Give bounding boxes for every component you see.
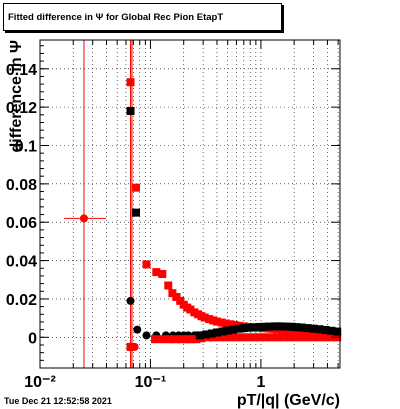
data-point-square <box>226 333 235 342</box>
data-point-square <box>276 322 285 331</box>
y-tick-label: 0 <box>28 330 37 347</box>
data-point-square <box>321 326 330 335</box>
data-point-square <box>308 333 317 342</box>
data-point-square <box>152 268 161 277</box>
data-point-square <box>267 333 276 342</box>
plot-frame <box>39 39 341 369</box>
data-point-square <box>265 322 274 331</box>
data-point-square <box>202 330 211 339</box>
data-point-square <box>200 313 209 322</box>
data-point-square <box>218 327 227 336</box>
y-tick-label: 0.04 <box>6 254 37 271</box>
data-point-square <box>250 323 259 332</box>
data-point-square <box>220 333 229 342</box>
data-point-square <box>333 327 342 336</box>
data-point-square <box>239 324 248 333</box>
data-point-square <box>315 325 324 334</box>
y-tick-label: 0.06 <box>6 215 37 232</box>
data-point-square <box>132 208 141 217</box>
vertical-marker-lines <box>83 40 133 368</box>
data-point-square <box>255 333 264 342</box>
data-point-square <box>168 289 177 298</box>
data-point-square <box>212 317 221 326</box>
data-point-square <box>287 322 296 331</box>
data-point-square <box>244 333 253 342</box>
data-point-square <box>126 342 135 351</box>
x-tick-label: 1 <box>256 374 265 391</box>
data-point-square <box>205 315 214 324</box>
data-point-square <box>282 322 291 331</box>
y-tick-label: 0.14 <box>6 62 37 79</box>
x-axis-label: pT/|q| (GeV/c) <box>237 392 340 409</box>
data-point-square <box>296 333 305 342</box>
data-point-square <box>215 333 224 342</box>
data-point-circle <box>142 331 151 340</box>
data-point-square <box>260 322 269 331</box>
data-point-square <box>217 318 226 327</box>
data-point-square <box>207 329 216 338</box>
timestamp: Tue Dec 21 12:52:58 2021 <box>4 396 112 406</box>
data-point-square <box>314 333 323 342</box>
data-point-square <box>164 281 173 290</box>
data-point-square <box>229 325 238 334</box>
x-tick-label: 10⁻² <box>24 374 56 391</box>
y-tick-label: 0.1 <box>15 138 37 155</box>
x-tick-label: 10⁻¹ <box>135 374 167 391</box>
data-point-square <box>165 335 174 344</box>
data-point-square <box>132 183 141 192</box>
data-point-square <box>126 78 135 87</box>
data-point-square <box>221 319 230 328</box>
chart-title: Fitted difference in Ψ for Global Rec Pi… <box>8 12 224 23</box>
data-point-circle <box>79 214 88 223</box>
data-point-square <box>151 335 160 344</box>
data-point-square <box>261 333 270 342</box>
data-point-square <box>285 333 294 342</box>
data-point-square <box>234 324 243 333</box>
data-point-circle <box>126 296 135 305</box>
data-point-square <box>126 106 135 115</box>
data-point-square <box>223 326 232 335</box>
data-point-square <box>186 335 195 344</box>
data-point-square <box>320 333 329 342</box>
data-point-square <box>273 333 282 342</box>
data-point-square <box>195 331 204 340</box>
data-point-square <box>159 335 168 344</box>
data-point-square <box>303 324 312 333</box>
data-point-square <box>292 323 301 332</box>
data-point-square <box>182 335 191 344</box>
data-point-square <box>142 260 151 269</box>
data-point-square <box>271 322 280 331</box>
data-point-square <box>238 333 247 342</box>
data-point-square <box>326 333 335 342</box>
data-marks <box>64 78 342 351</box>
data-point-square <box>212 328 221 337</box>
data-point-square <box>158 270 167 279</box>
data-point-square <box>226 320 235 329</box>
data-point-square <box>171 335 180 344</box>
data-point-square <box>327 326 336 335</box>
tick-labels: 0 0.02 0.04 0.06 0.08 0.1 0.12 0.14 10⁻² 10⁻¹ 1 <box>6 62 266 391</box>
data-point-square <box>279 333 288 342</box>
data-point-square <box>244 323 253 332</box>
y-tick-label: 0.12 <box>6 100 37 117</box>
data-point-square <box>255 322 264 331</box>
y-tick-label: 0.02 <box>6 292 37 309</box>
data-point-square <box>291 333 300 342</box>
data-point-square <box>297 323 306 332</box>
data-point-square <box>250 333 259 342</box>
data-point-square <box>309 324 318 333</box>
data-point-circle <box>133 325 142 334</box>
data-point-square <box>302 333 311 342</box>
y-tick-label: 0.08 <box>6 177 37 194</box>
data-point-square <box>177 335 186 344</box>
title-box: Fitted difference in Ψ for Global Rec Pi… <box>3 3 282 31</box>
data-point-square <box>232 333 241 342</box>
y-axis-label: difference in Ψ <box>8 40 25 153</box>
axis-ticks <box>39 40 340 369</box>
